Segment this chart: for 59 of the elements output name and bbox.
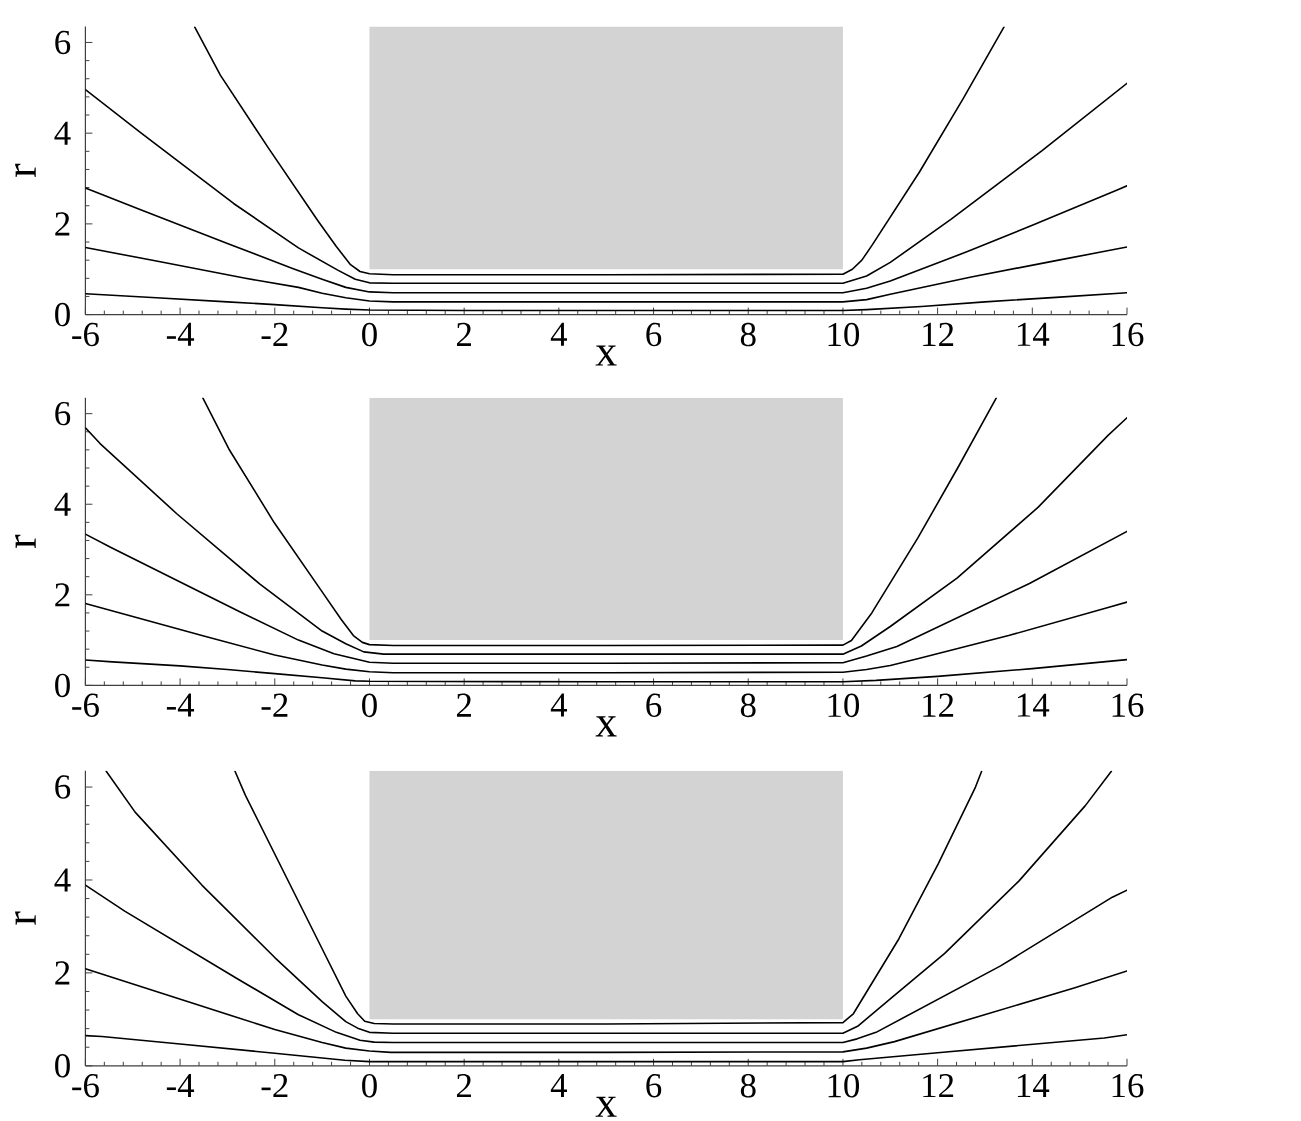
x-tick-label: 16: [1112, 1073, 1144, 1098]
x-axis-title: x: [595, 1096, 617, 1117]
y-tick-label: 0: [55, 302, 70, 327]
x-tick-label: 4: [550, 322, 568, 346]
y-tick-label: 6: [55, 401, 71, 426]
x-tick-label: 0: [362, 1074, 377, 1098]
line-series: [85, 601, 1127, 674]
x-tick-label: 12: [923, 322, 954, 346]
line-series: [85, 530, 1127, 664]
x-tick-label: -4: [166, 322, 195, 346]
x-tick-label: 14: [1017, 322, 1050, 346]
x-tick-label: 4: [550, 1074, 568, 1097]
y-axis-title: r: [15, 911, 36, 925]
x-tick-label: 8: [740, 322, 756, 347]
x-tick-label: -4: [166, 693, 195, 717]
y-tick-label: 4: [54, 868, 71, 892]
y-tick-label: 4: [54, 121, 71, 145]
x-axis-title: x: [595, 345, 617, 366]
x-tick-label: 2: [456, 693, 471, 717]
y-tick-label: 6: [55, 775, 71, 799]
x-tick-label: 14: [1017, 1074, 1050, 1098]
x-tick-label: 8: [740, 1074, 756, 1098]
y-axis-title: r: [15, 163, 36, 178]
x-tick-label: 0: [362, 322, 377, 347]
x-axis-title: x: [595, 716, 617, 737]
y-tick-label: 6: [55, 30, 71, 55]
x-tick-label: 4: [550, 693, 568, 717]
y-tick-label: 0: [55, 673, 70, 698]
x-tick-label: 10: [828, 1074, 860, 1098]
x-tick-label: 14: [1017, 693, 1050, 717]
x-tick-label: -2: [261, 322, 288, 346]
x-tick-label: -2: [261, 1073, 288, 1098]
y-tick-label: 4: [54, 492, 71, 516]
x-tick-label: 12: [923, 1073, 954, 1098]
line-series: [85, 967, 1127, 1054]
x-tick-label: -6: [72, 1073, 99, 1098]
y-tick-label: 2: [55, 961, 70, 985]
x-tick-label: 6: [646, 693, 662, 718]
x-tick-label: 16: [1112, 322, 1144, 347]
x-tick-label: 10: [828, 693, 860, 718]
x-tick-label: 6: [646, 322, 662, 347]
y-axis-title: r: [15, 534, 36, 549]
y-tick-label: 0: [55, 1054, 70, 1078]
x-tick-label: -2: [261, 693, 288, 717]
x-tick-label: 2: [456, 1073, 471, 1098]
x-tick-label: 12: [923, 693, 954, 717]
y-tick-label: 2: [55, 212, 70, 236]
line-series: [193, 26, 1005, 276]
x-tick-label: 0: [362, 693, 377, 718]
line-series: [202, 397, 998, 647]
x-tick-label: 8: [740, 693, 756, 718]
x-tick-label: 16: [1112, 693, 1144, 718]
x-tick-label: -6: [72, 693, 99, 718]
y-tick-label: 2: [55, 583, 70, 607]
x-tick-label: -4: [166, 1074, 195, 1097]
x-tick-label: 10: [828, 322, 860, 347]
x-tick-label: -6: [72, 322, 99, 347]
x-tick-label: 2: [456, 322, 471, 346]
x-tick-label: 6: [646, 1073, 662, 1098]
